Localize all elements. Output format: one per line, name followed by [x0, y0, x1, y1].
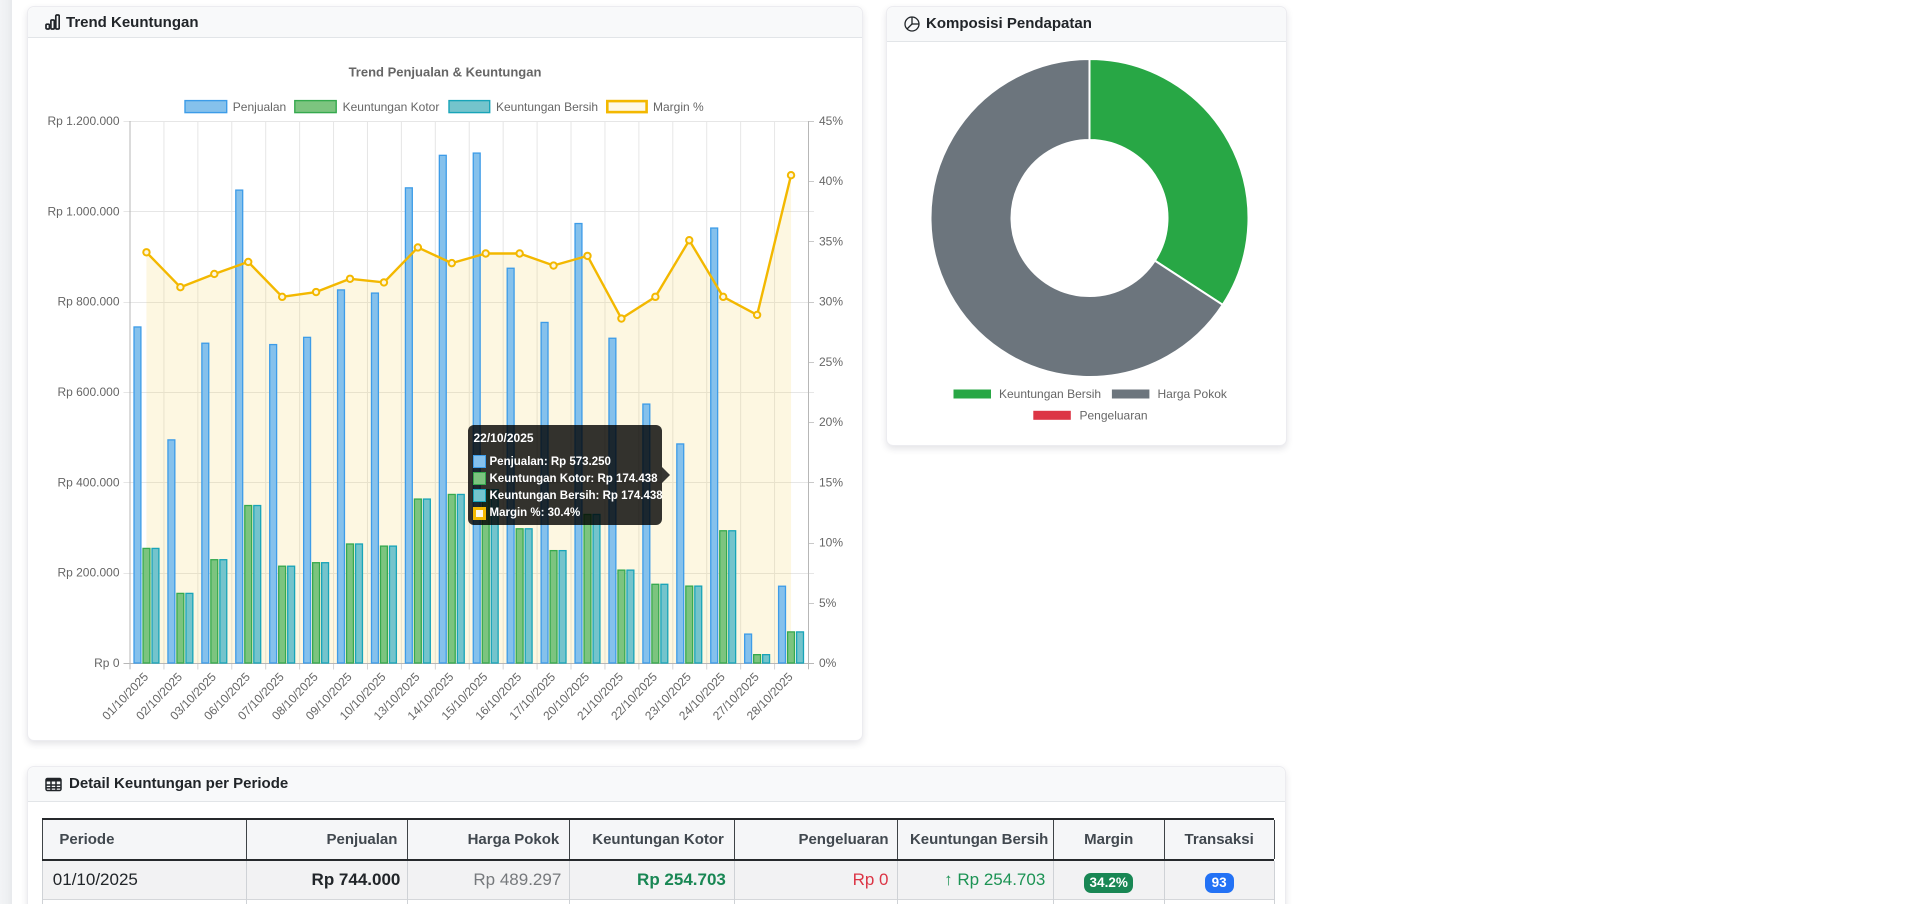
svg-text:Harga Pokok: Harga Pokok — [1158, 387, 1228, 401]
svg-text:10%: 10% — [819, 536, 843, 550]
svg-text:Penjualan: Penjualan — [233, 100, 286, 114]
svg-text:Keuntungan Bersih: Keuntungan Bersih — [496, 100, 598, 114]
svg-text:Margin %: Margin % — [653, 100, 704, 114]
svg-text:Trend Penjualan & Keuntungan: Trend Penjualan & Keuntungan — [349, 65, 542, 80]
svg-text:40%: 40% — [819, 174, 843, 188]
svg-text:Rp 1.200.000: Rp 1.200.000 — [47, 114, 119, 128]
svg-text:Rp 400.000: Rp 400.000 — [57, 475, 119, 489]
svg-text:0%: 0% — [819, 656, 837, 670]
svg-text:45%: 45% — [819, 114, 843, 128]
svg-text:25%: 25% — [819, 355, 843, 369]
svg-text:5%: 5% — [819, 596, 837, 610]
svg-text:Rp 800.000: Rp 800.000 — [57, 295, 119, 309]
svg-text:Rp 200.000: Rp 200.000 — [57, 566, 119, 580]
svg-text:35%: 35% — [819, 234, 843, 248]
svg-text:Keuntungan Kotor: Keuntungan Kotor — [343, 100, 440, 114]
svg-text:Rp 1.000.000: Rp 1.000.000 — [47, 204, 119, 218]
svg-text:30%: 30% — [819, 295, 843, 309]
svg-text:Keuntungan Bersih: Keuntungan Bersih — [999, 387, 1101, 401]
svg-text:Rp 600.000: Rp 600.000 — [57, 385, 119, 399]
svg-text:Pengeluaran: Pengeluaran — [1080, 408, 1148, 422]
svg-text:Rp 0: Rp 0 — [94, 656, 120, 670]
svg-text:15%: 15% — [819, 475, 843, 489]
svg-text:20%: 20% — [819, 415, 843, 429]
